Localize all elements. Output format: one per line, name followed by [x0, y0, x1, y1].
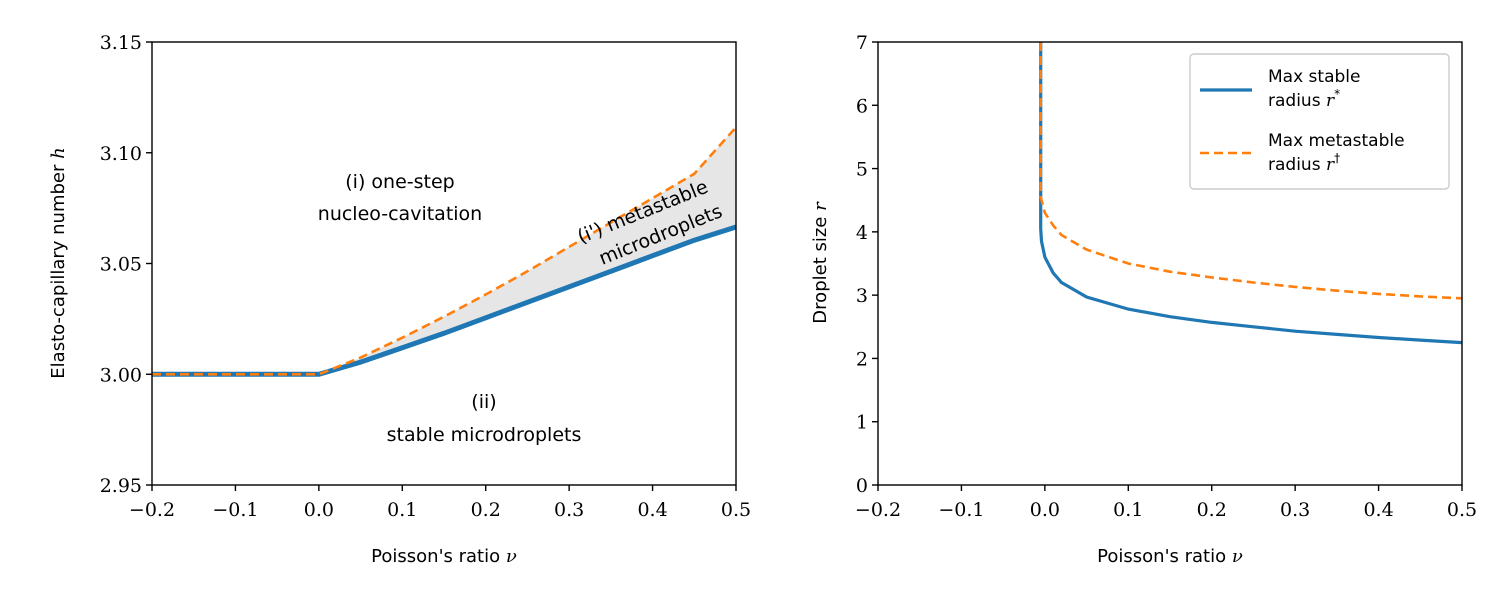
legend: Max stable radius r* Max metastable radi… — [1189, 53, 1450, 190]
x-tick-label: 0.2 — [1197, 499, 1227, 521]
annotation-stable-line2: stable microdroplets — [387, 424, 582, 446]
legend-label-max-stable-line2: radius r* — [1268, 87, 1340, 111]
legend-box — [1189, 53, 1450, 190]
x-tick-label: −0.1 — [938, 499, 984, 521]
y-tick-label: 3.15 — [100, 32, 142, 54]
legend-label-max-stable-line1: Max stable — [1268, 67, 1360, 87]
legend-label-max-metastable-line1: Max metastable — [1268, 131, 1405, 151]
y-tick-label: 1 — [856, 412, 868, 434]
x-tick-label: 0.3 — [554, 499, 584, 521]
metastable-region-fill — [318, 127, 736, 375]
x-tick-label: −0.2 — [855, 499, 901, 521]
left-x-ticks: −0.2 −0.1 0.0 0.1 0.2 0.3 0.4 0.5 — [129, 485, 751, 521]
y-tick-label: 3.05 — [100, 254, 142, 276]
x-tick-label: 0.5 — [1447, 499, 1477, 521]
right-series-max-stable-line — [1039, 42, 1463, 345]
left-panel: −0.2 −0.1 0.0 0.1 0.2 0.3 0.4 0.5 2.95 3.00 3.05 3… — [48, 32, 751, 567]
annotation-stable-line1: (ii) — [471, 391, 496, 413]
right-y-axis-label: Droplet size r — [810, 201, 831, 324]
right-x-axis-label: Poisson's ratio ν — [1097, 546, 1243, 567]
x-tick-label: 0.2 — [471, 499, 501, 521]
x-tick-label: 0.3 — [1280, 499, 1310, 521]
x-tick-label: 0.4 — [1363, 499, 1393, 521]
left-series-max-stable-line — [152, 224, 737, 377]
x-tick-label: −0.2 — [129, 499, 175, 521]
annotation-one-step-line2: nucleo-cavitation — [318, 203, 482, 225]
y-tick-label: 7 — [856, 32, 868, 54]
y-tick-label: 6 — [856, 95, 868, 117]
y-tick-label: 0 — [856, 475, 868, 497]
right-y-ticks: 0 1 2 3 4 5 6 7 — [856, 32, 878, 497]
left-y-ticks: 2.95 3.00 3.05 3.10 3.15 — [100, 32, 152, 497]
x-tick-label: 0.1 — [1113, 499, 1143, 521]
annotation-one-step-line1: (i) one-step — [345, 171, 454, 193]
y-tick-label: 5 — [856, 159, 868, 181]
right-plot-frame — [877, 41, 1463, 486]
y-tick-label: 4 — [856, 222, 868, 244]
legend-label-max-metastable-line2: radius r† — [1268, 151, 1340, 175]
x-tick-label: 0.1 — [387, 499, 417, 521]
x-tick-label: 0.0 — [1030, 499, 1060, 521]
y-tick-label: 2 — [856, 348, 868, 370]
y-tick-label: 3.00 — [100, 364, 142, 386]
x-tick-label: −0.1 — [212, 499, 258, 521]
x-tick-label: 0.0 — [304, 499, 334, 521]
y-tick-label: 3.10 — [100, 143, 142, 165]
left-x-axis-label: Poisson's ratio ν — [371, 546, 517, 567]
right-panel: −0.2 −0.1 0.0 0.1 0.2 0.3 0.4 0.5 0 1 2 3 4 5 6 7 Pois… — [810, 32, 1477, 567]
y-tick-label: 2.95 — [100, 475, 142, 497]
x-tick-label: 0.5 — [721, 499, 751, 521]
x-tick-label: 0.4 — [637, 499, 667, 521]
right-x-ticks: −0.2 −0.1 0.0 0.1 0.2 0.3 0.4 0.5 — [855, 485, 1477, 521]
left-y-axis-label: Elasto-capillary number h — [48, 147, 69, 378]
left-series-max-metastable-line — [152, 126, 737, 376]
y-tick-label: 3 — [856, 285, 868, 307]
left-plot-frame — [151, 41, 737, 486]
